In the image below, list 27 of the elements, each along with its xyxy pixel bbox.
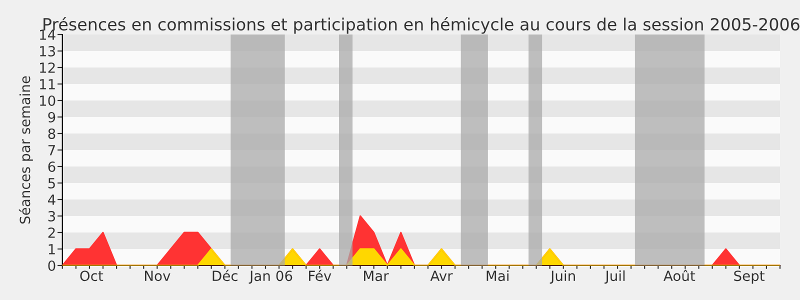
y-tick-label: 1 xyxy=(48,244,55,254)
y-tick-label: 12 xyxy=(40,62,55,73)
y-tick-label: 8 xyxy=(48,128,56,139)
y-tick-label: 7 xyxy=(48,145,55,156)
y-tick-label: 2 xyxy=(48,227,55,238)
y-tick-label: 11 xyxy=(40,79,55,90)
x-tick-label: Déc xyxy=(212,270,238,282)
y-tick-label: 0 xyxy=(48,260,56,271)
x-tick-label: Jan 06 xyxy=(248,270,292,284)
x-tick-label: Sept xyxy=(734,270,765,284)
x-tick-label: Oct xyxy=(80,270,104,282)
y-tick-label: 4 xyxy=(48,194,56,205)
y-tick-label: 5 xyxy=(48,178,55,188)
y-tick-label: 9 xyxy=(48,112,56,122)
y-axis-title: Séances par semaine xyxy=(18,76,33,224)
y-tick-label: 3 xyxy=(48,210,56,222)
x-tick-label: Mar xyxy=(364,270,389,282)
y-tick-label: 13 xyxy=(40,46,56,56)
x-tick-label: Mai xyxy=(486,270,508,282)
x-tick-label: Août xyxy=(664,270,696,282)
y-tick-label: 6 xyxy=(48,161,56,172)
x-tick-label: Juil xyxy=(604,270,625,284)
x-tick-label: Nov xyxy=(144,270,170,282)
y-tick-label: 10 xyxy=(40,95,56,106)
x-tick-label: Fév xyxy=(309,270,332,282)
x-tick-label: Juin xyxy=(550,270,575,284)
x-tick-label: Avr xyxy=(430,270,453,281)
